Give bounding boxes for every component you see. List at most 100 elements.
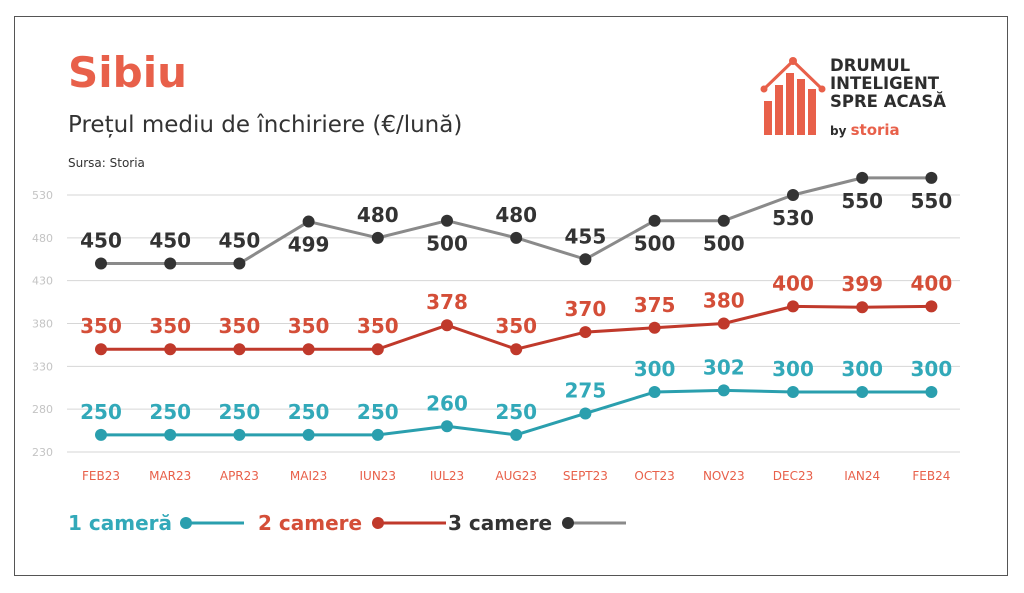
data-point-three-rooms-5 xyxy=(441,214,453,227)
data-point-two-rooms-8 xyxy=(648,321,661,334)
legend-swatch-three-rooms xyxy=(562,517,627,529)
data-point-two-rooms-10 xyxy=(787,300,799,313)
data-label-two-rooms-4: 350 xyxy=(357,314,399,338)
data-label-two-rooms-12: 400 xyxy=(911,271,953,295)
data-point-three-rooms-4 xyxy=(371,231,384,244)
data-point-two-rooms-5 xyxy=(441,319,453,332)
data-point-two-rooms-4 xyxy=(371,343,384,356)
data-label-two-rooms-7: 370 xyxy=(565,297,607,321)
legend-label-three-rooms: 3 camere xyxy=(448,511,553,535)
data-label-one-room-1: 250 xyxy=(149,400,191,424)
y-tick-label-330: 330 xyxy=(32,360,53,373)
data-label-one-room-10: 300 xyxy=(772,357,814,381)
x-tick-label-oct23: OCT23 xyxy=(634,469,674,483)
data-label-three-rooms-3: 499 xyxy=(288,233,330,257)
legend-swatch-two-rooms xyxy=(372,517,447,529)
x-tick-label-mar23: MAR23 xyxy=(149,469,191,483)
data-label-one-room-11: 300 xyxy=(841,357,883,381)
data-point-three-rooms-8 xyxy=(648,214,661,227)
data-label-two-rooms-2: 350 xyxy=(219,314,261,338)
data-point-two-rooms-12 xyxy=(925,300,938,313)
x-tick-label-iun23: IUN23 xyxy=(360,469,397,483)
data-label-two-rooms-5: 378 xyxy=(426,290,468,314)
data-point-one-room-3 xyxy=(302,428,315,441)
logo-line-3: SPRE ACASĂ xyxy=(830,92,946,111)
chart-title: Sibiu xyxy=(68,48,188,97)
data-label-one-room-2: 250 xyxy=(219,400,261,424)
data-label-two-rooms-8: 375 xyxy=(634,293,676,317)
data-point-one-room-5 xyxy=(441,420,453,433)
x-tick-label-iul23: IUL23 xyxy=(430,469,464,483)
data-label-two-rooms-6: 350 xyxy=(495,314,537,338)
data-point-three-rooms-11 xyxy=(856,171,869,184)
data-label-three-rooms-6: 480 xyxy=(495,203,537,227)
data-label-one-room-5: 260 xyxy=(426,391,468,415)
logo-line-2: INTELIGENT xyxy=(830,74,940,93)
data-point-one-room-7 xyxy=(579,407,592,420)
legend-item-two-rooms: 2 camere xyxy=(258,513,450,533)
x-axis: FEB23 MAR23 APR23 MAI23 IUN23 IUL23 AUG23 SEPT2… xyxy=(82,469,950,483)
data-point-two-rooms-3 xyxy=(302,343,315,356)
data-point-two-rooms-9 xyxy=(717,317,730,330)
data-label-two-rooms-0: 350 xyxy=(80,314,122,338)
data-point-two-rooms-0 xyxy=(95,343,107,356)
data-point-one-room-0 xyxy=(95,428,107,441)
legend-label-two-rooms: 2 camere xyxy=(258,511,363,535)
data-point-three-rooms-12 xyxy=(925,171,938,184)
data-point-one-room-12 xyxy=(925,386,938,399)
series-one-room: 250 250 250 250 250 260 250 275 300 302 300 300 300 xyxy=(80,355,952,441)
data-label-one-room-0: 250 xyxy=(80,400,122,424)
y-tick-label-480: 480 xyxy=(32,232,53,245)
data-point-three-rooms-0 xyxy=(95,257,107,270)
data-point-three-rooms-1 xyxy=(164,257,177,270)
x-tick-label-aug23: AUG23 xyxy=(495,469,537,483)
legend-swatch-one-room xyxy=(180,517,244,529)
x-tick-label-feb24: FEB24 xyxy=(912,469,950,483)
chart-subtitle: Prețul mediu de închiriere (€/lună) xyxy=(68,112,463,138)
data-label-one-room-8: 300 xyxy=(634,357,676,381)
logo-wordmark: DRUMUL INTELIGENT SPRE ACASĂ xyxy=(830,57,946,111)
data-point-three-rooms-2 xyxy=(233,257,246,270)
data-label-one-room-3: 250 xyxy=(288,400,330,424)
data-point-three-rooms-7 xyxy=(579,253,592,266)
data-point-one-room-11 xyxy=(856,386,869,399)
x-tick-label-apr23: APR23 xyxy=(220,469,259,483)
data-label-two-rooms-3: 350 xyxy=(288,314,330,338)
grid xyxy=(67,194,960,453)
legend-label-one-room: 1 cameră xyxy=(68,511,172,535)
data-label-three-rooms-12: 550 xyxy=(911,189,953,213)
data-point-two-rooms-7 xyxy=(579,326,592,339)
data-label-two-rooms-9: 380 xyxy=(703,289,745,313)
data-label-one-room-12: 300 xyxy=(911,357,953,381)
data-point-three-rooms-6 xyxy=(510,231,523,244)
data-label-three-rooms-2: 450 xyxy=(219,229,261,253)
data-label-one-room-4: 250 xyxy=(357,400,399,424)
data-label-two-rooms-1: 350 xyxy=(149,314,191,338)
data-label-three-rooms-10: 530 xyxy=(772,206,814,230)
legend-item-three-rooms: 3 camere xyxy=(448,513,630,533)
y-axis: 230 280 330 380 430 480 530 xyxy=(32,189,53,459)
data-point-two-rooms-1 xyxy=(164,343,177,356)
data-label-three-rooms-1: 450 xyxy=(149,229,191,253)
y-tick-label-280: 280 xyxy=(32,403,53,416)
logo-line-1: DRUMUL xyxy=(830,56,911,75)
y-tick-label-430: 430 xyxy=(32,275,53,288)
x-tick-label-sept23: SEPT23 xyxy=(563,469,608,483)
x-tick-label-ian24: IAN24 xyxy=(844,469,880,483)
data-label-three-rooms-11: 550 xyxy=(841,189,883,213)
data-label-three-rooms-8: 500 xyxy=(634,232,676,256)
y-tick-label-530: 530 xyxy=(32,189,53,202)
brand-logo: DRUMUL INTELIGENT SPRE ACASĂ by storia xyxy=(760,55,970,140)
data-label-one-room-7: 275 xyxy=(565,378,607,402)
data-label-one-room-9: 302 xyxy=(703,355,745,379)
logo-brand: storia xyxy=(850,121,900,139)
data-point-one-room-8 xyxy=(648,386,661,399)
y-tick-label-230: 230 xyxy=(32,446,53,459)
chart-frame xyxy=(14,16,1008,576)
x-tick-label-nov23: NOV23 xyxy=(703,469,745,483)
data-point-two-rooms-11 xyxy=(856,301,869,314)
data-label-three-rooms-4: 480 xyxy=(357,203,399,227)
series-three-rooms: 450 450 450 499 480 500 480 455 500 500 530 550 550 xyxy=(80,171,953,270)
